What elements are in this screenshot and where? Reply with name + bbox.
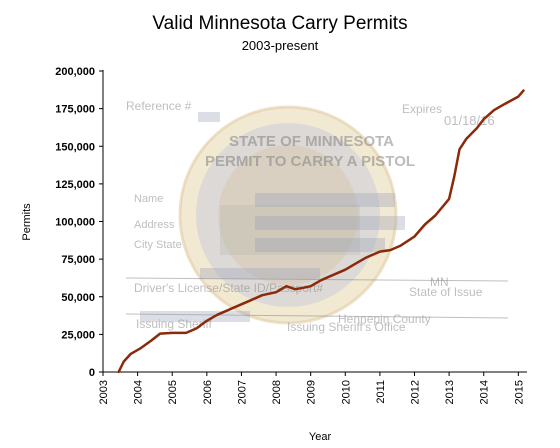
y-axis-ticks: 0 25,000 50,000 75,000 100,000 125,000 150,000… (55, 66, 103, 379)
blurred-sheriff-value (140, 311, 250, 322)
x-tick-label: 2003 (98, 380, 110, 404)
y-tick-label: 75,000 (61, 254, 95, 266)
watermark-county-value: Hennepin County (338, 312, 431, 326)
x-axis-ticks: 2003 2004 2005 2006 2007 2008 2009 2010 2011 2012… (98, 372, 525, 404)
blurred-license-value (200, 268, 320, 279)
y-tick-label: 150,000 (55, 141, 95, 153)
state-seal-image (178, 105, 398, 325)
watermark-sheriff-label: Issuing Sheriff (136, 317, 212, 331)
watermark-city-state-label: City State (134, 239, 182, 251)
x-tick-label: 2009 (306, 380, 318, 404)
blurred-address-value (255, 216, 405, 230)
watermark-rule-1 (125, 277, 509, 282)
watermark-expires-label: Expires (402, 102, 442, 116)
permit-card-watermark: Reference # Expires 01/18/16 STATE OF MI… (125, 99, 509, 334)
series-group (117, 89, 525, 374)
watermark-heading-line2: PERMIT TO CARRY A PISTOL (205, 153, 415, 170)
watermark-reference-label: Reference # (126, 99, 192, 113)
x-tick-label: 2015 (513, 380, 525, 404)
x-tick-label: 2006 (202, 380, 214, 404)
x-tick-label: 2004 (133, 380, 145, 404)
x-tick-label: 2005 (167, 380, 179, 404)
watermark-expires-value: 01/18/16 (444, 113, 495, 128)
watermark-address-label: Address (134, 219, 175, 231)
x-tick-label: 2007 (236, 380, 248, 404)
chart-title: Valid Minnesota Carry Permits (152, 13, 407, 34)
y-axis-label: Permits (21, 203, 33, 241)
x-tick-label: 2008 (271, 380, 283, 404)
x-tick-label: 2013 (444, 380, 456, 404)
blurred-city-value (255, 238, 385, 252)
x-tick-label: 2014 (479, 380, 491, 404)
y-tick-label: 0 (89, 367, 95, 379)
x-tick-label: 2010 (340, 380, 352, 404)
watermark-state-value: MN (430, 275, 449, 289)
chart-subtitle: 2003-present (242, 38, 319, 53)
watermark-name-label: Name (134, 193, 163, 205)
x-tick-label: 2011 (375, 380, 387, 404)
y-tick-label: 175,000 (55, 104, 95, 116)
watermark-sheriff-office-label: Issuing Sheriff's Office (287, 320, 406, 334)
x-axis-label: Year (309, 431, 332, 443)
y-tick-label: 200,000 (55, 66, 95, 78)
watermark-heading-line1: STATE OF MINNESOTA (229, 133, 394, 150)
x-tick-label: 2012 (410, 380, 422, 404)
blurred-reference-number (198, 112, 220, 122)
series-line (117, 89, 525, 374)
y-tick-label: 50,000 (61, 292, 95, 304)
y-tick-label: 25,000 (61, 329, 95, 341)
y-tick-label: 125,000 (55, 179, 95, 191)
watermark-rule-2 (125, 313, 509, 319)
y-tick-label: 100,000 (55, 217, 95, 229)
blurred-name-value (255, 193, 395, 207)
watermark-state-label: State of Issue (409, 285, 483, 299)
